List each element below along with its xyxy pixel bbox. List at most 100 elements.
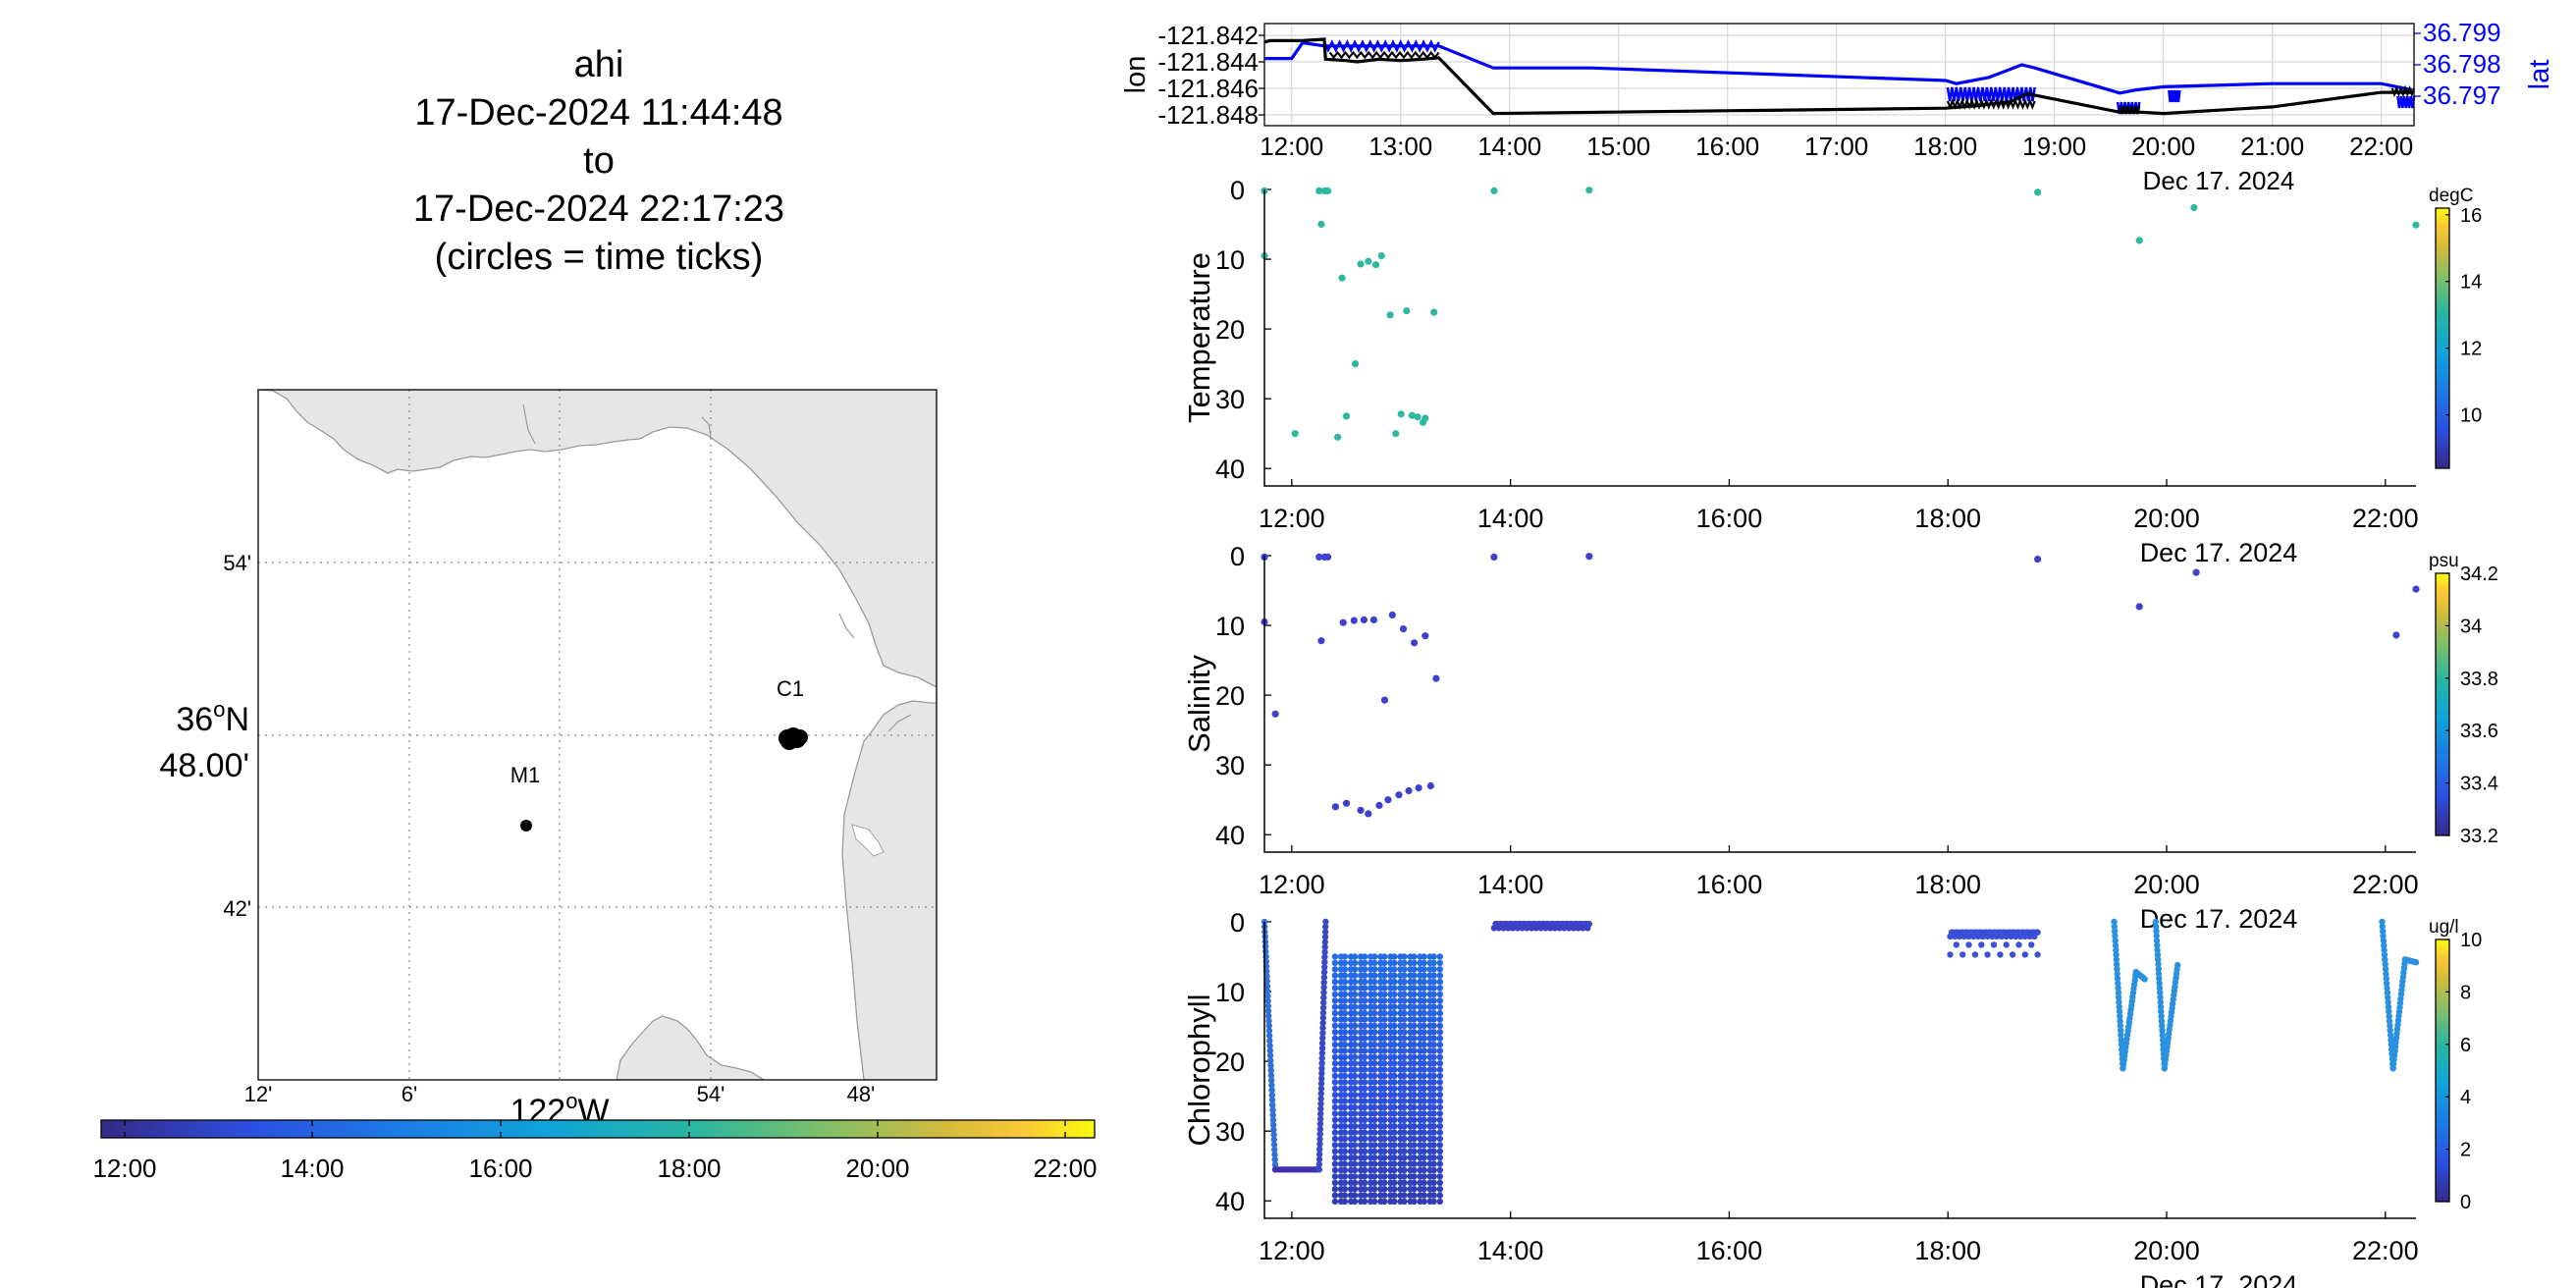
chlorophyll-data-point [1321, 959, 1328, 966]
chlorophyll-data-point [1430, 1135, 1437, 1143]
chlorophyll-data-point [1351, 1103, 1359, 1111]
chlorophyll-data-point [1316, 1125, 1324, 1133]
chlorophyll-data-point [2387, 1032, 2394, 1039]
chlorophyll-data-point [2386, 1013, 2392, 1020]
chlorophyll-data-point [1341, 1022, 1349, 1030]
chlorophyll-data-point [1318, 1049, 1326, 1057]
chlorophyll-data-point [1411, 1148, 1418, 1155]
chlorophyll-data-point [2382, 961, 2388, 968]
chlorophyll-data-point [1315, 1160, 1323, 1168]
chlorophyll-data-point [1421, 1079, 1427, 1086]
chlorophyll-data-point [2152, 918, 2160, 926]
chlorophyll-data-point [2157, 1003, 2165, 1010]
track-time-tick-circles [778, 727, 808, 750]
chlorophyll-data-point [1263, 983, 1271, 990]
temp-data-point [2034, 188, 2042, 196]
chlorophyll-data-point [1361, 1166, 1368, 1174]
chlorophyll-data-point [1318, 1065, 1325, 1072]
chlorophyll-data-point [2015, 941, 2022, 948]
temp-colorbar-gradient [2435, 207, 2450, 469]
chlorophyll-data-point [1411, 1035, 1418, 1042]
time-colorbar-label-2200: 22:00 [1033, 1154, 1097, 1183]
chlorophyll-data-point [2159, 1022, 2166, 1030]
sal-colorbar-tick-label: 34.2 [2460, 564, 2498, 585]
chlorophyll-data-point [1351, 1022, 1359, 1030]
chlorophyll-data-point [1351, 1079, 1359, 1086]
chl-x-tick-label: 20:00 [2133, 1236, 2200, 1265]
chl-colorbar-tick-label: 10 [2460, 930, 2482, 951]
chlorophyll-data-point [1430, 1060, 1437, 1067]
chlorophyll-data-point [1411, 1085, 1418, 1093]
chlorophyll-data-point [1411, 1129, 1418, 1136]
chl-x-tick-label: 14:00 [1477, 1236, 1544, 1265]
chlorophyll-data-point [1381, 966, 1388, 973]
chlorophyll-data-point [1341, 1142, 1349, 1149]
chlorophyll-data-point [1331, 991, 1339, 998]
chlorophyll-data-point [1381, 1192, 1388, 1199]
chlorophyll-data-point [1351, 997, 1359, 1004]
nav-x-tick-1400: 14:00 [1477, 132, 1541, 161]
chlorophyll-data-point [2153, 928, 2160, 935]
sal-colorbar-unit: psu [2429, 551, 2459, 571]
sal-data-point [1395, 791, 1403, 799]
temp-data-point [1342, 412, 1351, 420]
chlorophyll-data-point [1371, 978, 1378, 986]
chlorophyll-data-point [1381, 1179, 1388, 1187]
chlorophyll-data-point [1351, 1135, 1359, 1143]
chlorophyll-data-point [1401, 985, 1408, 992]
chlorophyll-data-point [1318, 1040, 1326, 1046]
chlorophyll-data-point [2117, 1017, 2123, 1025]
chlorophyll-data-point [1320, 969, 1328, 976]
chlorophyll-data-point [1411, 1047, 1418, 1054]
chlorophyll-data-point [1266, 1052, 1274, 1059]
chlorophyll-data-point [2114, 970, 2120, 978]
chlorophyll-data-point [1381, 978, 1388, 986]
chlorophyll-data-point [1361, 1148, 1368, 1155]
chlorophyll-data-point [1411, 978, 1418, 986]
chl-x-tick-label: 22:00 [2352, 1236, 2419, 1265]
chlorophyll-data-point [1430, 1116, 1437, 1124]
chlorophyll-data-point [1267, 1057, 1274, 1064]
chlorophyll-data-point [1316, 1146, 1323, 1153]
chlorophyll-data-point [1411, 1003, 1418, 1010]
chlorophyll-data-point [1361, 1160, 1368, 1167]
chlorophyll-data-point [2028, 941, 2035, 948]
chlorophyll-data-point [1421, 997, 1427, 1004]
temp-x-tick-label: 16:00 [1696, 504, 1763, 533]
sal-data-point [2135, 603, 2143, 611]
chlorophyll-data-point [1391, 1072, 1398, 1080]
chlorophyll-data-point [1371, 1060, 1378, 1067]
chlorophyll-data-point [1318, 1059, 1325, 1067]
temp-data-point [1372, 261, 1380, 269]
chlorophyll-data-point [1331, 1142, 1339, 1149]
chlorophyll-data-point [1421, 1098, 1427, 1104]
station-m1-label: M1 [510, 763, 541, 787]
chlorophyll-data-point [1361, 1072, 1368, 1080]
chlorophyll-data-point [1271, 1151, 1278, 1158]
chlorophyll-data-point [1351, 1123, 1359, 1130]
chlorophyll-data-point [1319, 1024, 1326, 1032]
chlorophyll-data-point [1331, 1148, 1339, 1155]
chlorophyll-data-point [1341, 1029, 1349, 1036]
chlorophyll-data-point [1430, 1142, 1437, 1149]
chlorophyll-data-point [2115, 993, 2122, 1001]
chl-x-tick-label: 12:00 [1259, 1236, 1325, 1265]
chlorophyll-data-point [1361, 953, 1368, 960]
chlorophyll-data-point [1411, 1022, 1418, 1030]
chlorophyll-data-point [1411, 1142, 1418, 1149]
chlorophyll-data-point [1361, 1016, 1368, 1023]
chlorophyll-data-point [1371, 1047, 1378, 1054]
chlorophyll-data-point [1351, 1173, 1359, 1180]
chlorophyll-data-point [1361, 1003, 1368, 1010]
temp-data-point [1291, 430, 1299, 438]
chlorophyll-data-point [1317, 1090, 1324, 1098]
chlorophyll-data-point [1316, 1120, 1324, 1128]
chlorophyll-data-point [1391, 1066, 1398, 1073]
chlorophyll-data-point [1401, 1198, 1408, 1206]
chlorophyll-data-point [1421, 972, 1427, 979]
chlorophyll-data-point [1331, 1041, 1339, 1048]
chl-colorbar: ug/l10 8 6 4 2 0 [2429, 917, 2482, 1213]
map-lon-tick-54: 54' [697, 1082, 725, 1106]
station-c1-label: C1 [777, 676, 804, 701]
